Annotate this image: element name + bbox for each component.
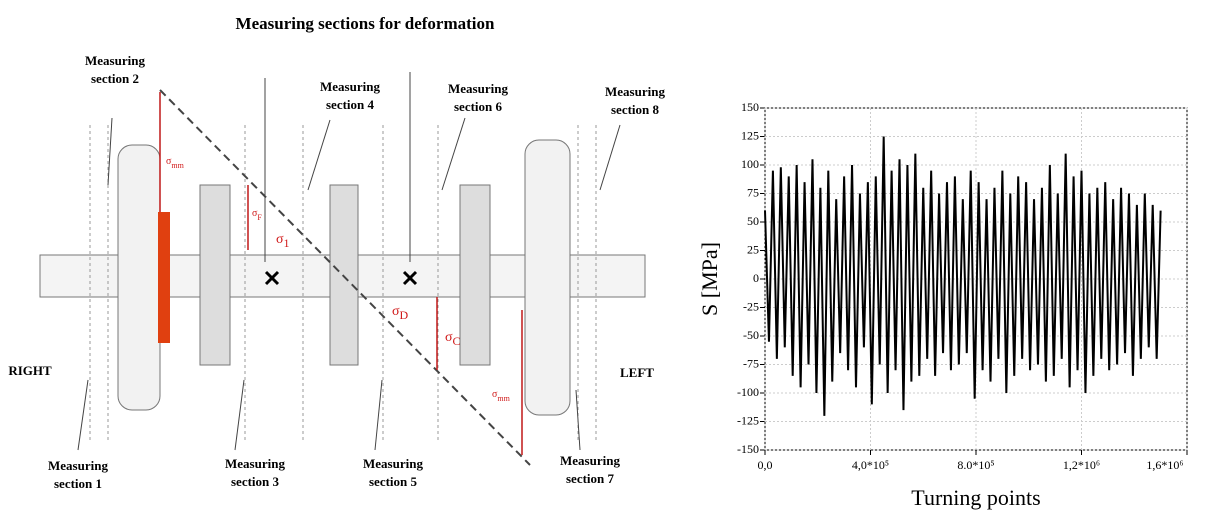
section-label: Measuring: [448, 81, 508, 96]
chart: -150 -125 -100 -75 -50 -25 0 25 50 75 100 125 150 0,0…: [697, 100, 1188, 510]
y-tick-label: 25: [747, 242, 759, 256]
stress-label: σmm: [166, 156, 185, 170]
stress-label: σD: [392, 304, 409, 322]
stress-label: σmm: [492, 389, 511, 403]
stress-symbol: σ: [252, 208, 258, 219]
x-tick-label: 4,0*10⁵: [852, 458, 889, 472]
section-label: section 6: [454, 99, 503, 114]
section-label: Measuring: [560, 453, 620, 468]
x-tick-label: 1,6*10⁶: [1146, 458, 1183, 472]
x-axis-label: Turning points: [911, 485, 1040, 510]
section-label: section 5: [369, 474, 418, 489]
stress-symbol: σ: [445, 330, 453, 345]
y-tick-label: -25: [743, 299, 759, 313]
section-label: Measuring: [225, 456, 285, 471]
side-label: RIGHT: [8, 363, 52, 378]
diagram-title: Measuring sections for deformation: [236, 14, 495, 33]
section-label: section 8: [611, 102, 660, 117]
stress-label: σC: [445, 330, 461, 348]
signal-line: [764, 136, 1162, 416]
y-tick-label: -125: [737, 413, 759, 427]
stress-subscript: 1: [284, 236, 290, 250]
x-tick-label: 0,0: [758, 458, 773, 472]
y-tick-label: 75: [747, 185, 759, 199]
side-label: LEFT: [620, 365, 654, 380]
y-tick-label: 150: [741, 100, 759, 114]
x-tick-label: 1,2*10⁶: [1063, 458, 1100, 472]
stress-label: σF: [252, 208, 262, 222]
y-tick-label: 50: [747, 214, 759, 228]
y-tick-label: -150: [737, 442, 759, 456]
section-label: section 3: [231, 474, 280, 489]
section-label: Measuring: [320, 79, 380, 94]
y-tick-label: 125: [741, 128, 759, 142]
y-tick-label: 0: [753, 271, 759, 285]
stress-symbol: σ: [392, 304, 400, 319]
section-label: Measuring: [85, 53, 145, 68]
section-label: section 7: [566, 471, 615, 486]
section-label: section 1: [54, 476, 102, 491]
stress-symbol: σ: [166, 156, 172, 167]
x-tick-label: 8.0*10⁵: [957, 458, 994, 472]
section-label: section 2: [91, 71, 139, 86]
y-tick-label: 100: [741, 157, 759, 171]
diagram-labels: Measuring section 2 Measuring section 4 Meas…: [8, 53, 665, 491]
stress-label: σ1: [276, 232, 290, 250]
stress-subscript: C: [453, 334, 461, 348]
y-axis-label: S [MPa]: [697, 242, 722, 316]
stress-subscript: mm: [497, 394, 510, 403]
stress-symbol: σ: [276, 232, 284, 247]
stress-subscript: F: [257, 213, 262, 222]
section-label: section 4: [326, 97, 375, 112]
axle-drawing: [39, 72, 646, 466]
stress-subscript: mm: [171, 161, 184, 170]
section-label: Measuring: [363, 456, 423, 471]
section-label: Measuring: [48, 458, 108, 473]
y-tick-label: -75: [743, 356, 759, 370]
y-tick-label: -50: [743, 328, 759, 342]
stress-subscript: D: [400, 308, 409, 322]
stress-symbol: σ: [492, 389, 498, 400]
section-label: Measuring: [605, 84, 665, 99]
y-tick-label: -100: [737, 385, 759, 399]
